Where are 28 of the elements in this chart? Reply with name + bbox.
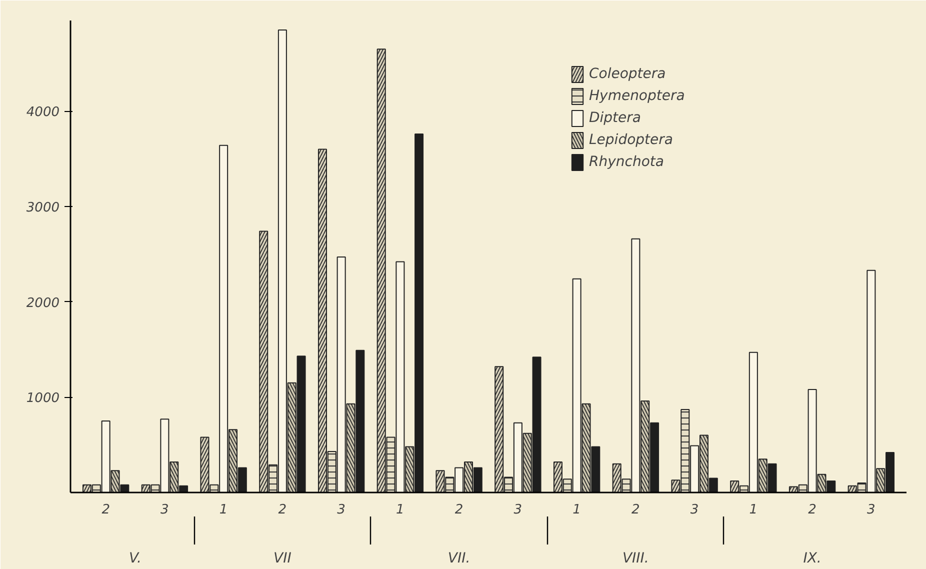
x-tick-label: 2	[102, 502, 110, 518]
legend-label: Diptera	[589, 110, 641, 126]
x-tick-label: 3	[690, 502, 699, 518]
x-tick-label: 3	[514, 502, 522, 518]
x-tick-label: 2	[454, 502, 464, 518]
x-tick-label: 2	[278, 502, 287, 518]
x-tick-label: 1	[396, 502, 404, 518]
y-tick-label: 1000	[26, 391, 60, 406]
x-tick-label: 1	[749, 502, 758, 518]
text: IX.	[803, 550, 822, 566]
x-tick-label: 1	[572, 502, 581, 518]
x-tick-label: 3	[867, 502, 876, 518]
text: VIII.	[622, 550, 649, 566]
legend-label: Hymenoptera	[589, 88, 685, 104]
legend-label: Rhynchota	[589, 154, 664, 170]
y-tick-label: 2000	[26, 296, 60, 311]
y-tick-label: 3000	[26, 200, 60, 216]
y-tick-label: 4000	[26, 105, 60, 120]
text: VII.	[448, 550, 470, 566]
x-tick-label: 2	[632, 502, 640, 518]
text: V.	[129, 550, 142, 566]
x-tick-label: 3	[337, 502, 346, 518]
x-tick-label: 1	[219, 502, 228, 518]
text: VII	[274, 550, 292, 566]
legend-label: Lepidoptera	[589, 132, 673, 148]
legend-label: Coleoptera	[589, 66, 666, 82]
x-tick-label: 3	[160, 502, 169, 518]
x-tick-label: 2	[808, 502, 816, 518]
